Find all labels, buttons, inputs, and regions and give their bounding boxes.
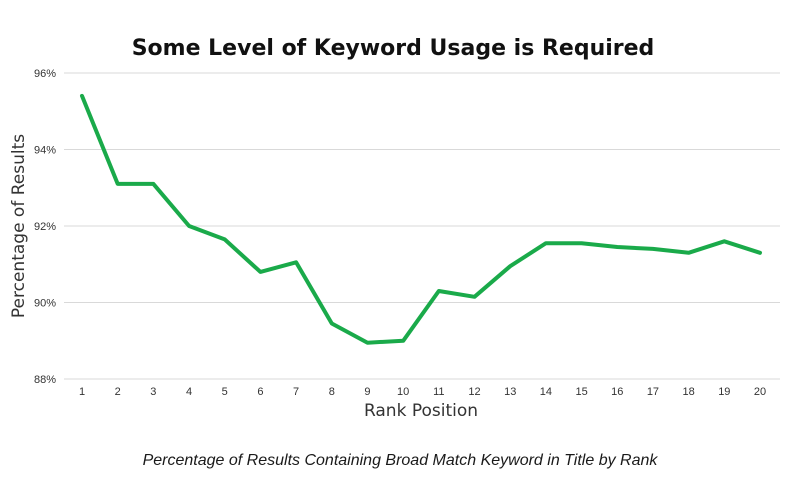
x-axis-label: Rank Position bbox=[364, 401, 478, 421]
data-point bbox=[473, 295, 477, 299]
data-point bbox=[365, 341, 369, 345]
data-point bbox=[544, 241, 548, 245]
series-line bbox=[80, 93, 762, 345]
y-axis-ticks: 96% 94% 92% 90% 88% bbox=[34, 68, 56, 386]
data-point bbox=[687, 251, 691, 255]
gridlines bbox=[64, 72, 780, 380]
x-tick-label: 6 bbox=[257, 386, 263, 398]
series-layer bbox=[80, 93, 762, 345]
x-tick-label: 17 bbox=[647, 386, 659, 398]
data-point bbox=[508, 264, 512, 268]
x-tick-label: 10 bbox=[397, 386, 409, 398]
x-tick-label: 19 bbox=[718, 386, 730, 398]
data-point bbox=[437, 289, 441, 293]
x-tick-label: 14 bbox=[540, 386, 552, 398]
chart-caption: Percentage of Results Containing Broad M… bbox=[143, 452, 659, 469]
data-point bbox=[80, 94, 84, 98]
data-point bbox=[722, 239, 726, 243]
y-tick-label: 96% bbox=[34, 68, 56, 80]
data-point bbox=[294, 260, 298, 264]
data-point bbox=[223, 237, 227, 241]
x-axis-ticks: 1 2 3 4 5 6 7 8 9 10 11 12 13 14 15 16 17 18 19 20 bbox=[79, 386, 766, 398]
y-tick-label: 94% bbox=[34, 145, 56, 157]
x-tick-label: 2 bbox=[115, 386, 121, 398]
x-tick-label: 13 bbox=[504, 386, 516, 398]
x-tick-label: 5 bbox=[222, 386, 228, 398]
chart-title: Some Level of Keyword Usage is Required bbox=[132, 36, 655, 61]
data-point bbox=[258, 270, 262, 274]
x-tick-label: 15 bbox=[575, 386, 587, 398]
x-tick-label: 4 bbox=[186, 386, 192, 398]
data-point bbox=[187, 224, 191, 228]
data-point bbox=[615, 245, 619, 249]
y-axis-label: Percentage of Results bbox=[9, 134, 29, 318]
data-point bbox=[651, 247, 655, 251]
x-tick-label: 18 bbox=[683, 386, 695, 398]
data-point bbox=[580, 241, 584, 245]
y-tick-label: 92% bbox=[34, 221, 56, 233]
data-point bbox=[330, 322, 334, 326]
data-point bbox=[758, 251, 762, 255]
x-tick-label: 3 bbox=[150, 386, 156, 398]
x-tick-label: 11 bbox=[433, 386, 444, 398]
x-tick-label: 12 bbox=[468, 386, 480, 398]
x-tick-label: 9 bbox=[364, 386, 370, 398]
y-tick-label: 88% bbox=[34, 374, 56, 386]
x-tick-label: 20 bbox=[754, 386, 766, 398]
x-tick-label: 8 bbox=[329, 386, 335, 398]
data-point bbox=[401, 339, 405, 343]
x-tick-label: 1 bbox=[79, 386, 85, 398]
data-point bbox=[151, 182, 155, 186]
y-tick-label: 90% bbox=[34, 298, 56, 310]
x-tick-label: 7 bbox=[293, 386, 299, 398]
data-point bbox=[116, 182, 120, 186]
x-tick-label: 16 bbox=[611, 386, 623, 398]
